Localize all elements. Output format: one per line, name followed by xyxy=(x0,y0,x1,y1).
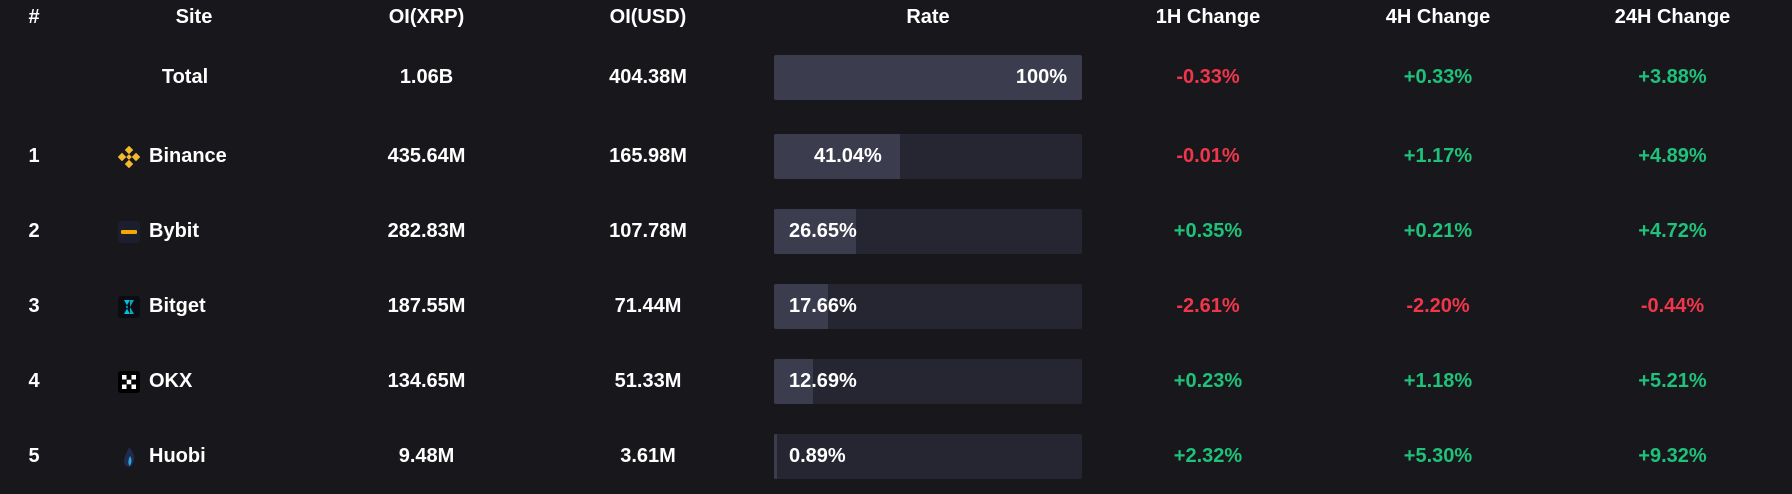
total-4h-change: +0.33% xyxy=(1403,65,1473,88)
table-header-row: # Site OI(XRP) OI(USD) Rate 1H Change 4H… xyxy=(0,0,1792,35)
table-row[interactable]: 4 xyxy=(0,344,1792,419)
rank-cell: 4 xyxy=(28,370,40,392)
rate-bar-fill xyxy=(774,359,814,404)
total-oi-usd: 404.38M xyxy=(609,65,687,88)
rank-cell: 5 xyxy=(28,445,40,467)
change-1h-cell: +2.32% xyxy=(1173,445,1243,467)
change-4h-cell: -2.20% xyxy=(1406,295,1470,317)
total-site-cell: Total xyxy=(68,35,320,119)
rate-bar-fill xyxy=(774,134,901,179)
header-oi-usd[interactable]: OI(USD) xyxy=(609,6,687,28)
change-1h-cell: -2.61% xyxy=(1176,295,1240,317)
total-oi-xrp: 1.06B xyxy=(399,65,454,88)
bybit-logo-icon xyxy=(118,220,140,243)
rate-value: 17.66% xyxy=(789,295,857,317)
table-row[interactable]: 1 Binance xyxy=(0,119,1792,194)
total-rate-cell: 100% xyxy=(763,35,1093,119)
header-24h-change[interactable]: 24H Change xyxy=(1614,6,1731,28)
change-4h-cell: +0.21% xyxy=(1403,220,1473,242)
rate-cell: 17.66% xyxy=(763,269,1093,344)
site-cell: Binance xyxy=(68,119,320,194)
site-name[interactable]: Bitget xyxy=(149,295,206,317)
site-cell: Bybit xyxy=(68,194,320,269)
site-name[interactable]: OKX xyxy=(149,370,193,392)
oi-xrp-cell: 187.55M xyxy=(387,295,466,317)
okx-logo-icon xyxy=(118,370,140,393)
rate-cell: 0.89% xyxy=(763,419,1093,494)
change-24h-cell: +4.72% xyxy=(1638,220,1707,242)
header-oi-xrp[interactable]: OI(XRP) xyxy=(388,6,465,28)
rate-value: 41.04% xyxy=(814,145,882,167)
total-1h-change: -0.33% xyxy=(1176,65,1240,88)
rate-value: 0.89% xyxy=(789,445,846,467)
rate-value: 12.69% xyxy=(789,370,857,392)
rate-cell: 41.04% xyxy=(763,119,1093,194)
header-4h-change[interactable]: 4H Change xyxy=(1385,6,1491,28)
oi-xrp-cell: 9.48M xyxy=(398,445,455,467)
table-row[interactable]: 5 Huobi 9.48M 3.61M 0.89% xyxy=(0,419,1792,494)
change-4h-cell: +1.17% xyxy=(1403,145,1473,167)
total-24h-change: +3.88% xyxy=(1638,65,1707,88)
rate-bar-fill xyxy=(774,209,857,254)
header-1h-change[interactable]: 1H Change xyxy=(1155,6,1261,28)
rate-bar: 41.04% xyxy=(774,134,1082,179)
rate-value: 26.65% xyxy=(789,220,857,242)
binance-logo-icon xyxy=(118,145,140,168)
rank-cell: 2 xyxy=(28,220,40,242)
change-1h-cell: +0.35% xyxy=(1173,220,1243,242)
table-row[interactable]: 3 Bitget 187.55M 71.44M xyxy=(0,269,1792,344)
huobi-logo-icon xyxy=(118,446,140,468)
site-name[interactable]: Huobi xyxy=(149,445,206,467)
total-rank-cell xyxy=(0,35,68,119)
header-rank[interactable]: # xyxy=(28,6,40,28)
oi-usd-cell: 3.61M xyxy=(620,445,676,467)
rate-bar-fill xyxy=(774,284,829,329)
total-label: Total xyxy=(161,65,209,88)
rate-bar: 17.66% xyxy=(774,284,1082,329)
rate-bar: 0.89% xyxy=(774,434,1082,479)
header-site[interactable]: Site xyxy=(175,6,213,28)
oi-xrp-cell: 282.83M xyxy=(387,220,466,242)
change-24h-cell: +9.32% xyxy=(1638,445,1707,467)
oi-usd-cell: 71.44M xyxy=(614,295,682,317)
rate-bar-fill xyxy=(774,54,1082,100)
change-4h-cell: +5.30% xyxy=(1403,445,1473,467)
rate-bar: 26.65% xyxy=(774,209,1082,254)
rate-bar-fill xyxy=(774,434,777,479)
site-cell: Huobi xyxy=(68,419,320,494)
change-24h-cell: +4.89% xyxy=(1638,145,1707,167)
change-24h-cell: +5.21% xyxy=(1638,370,1707,392)
change-24h-cell: -0.44% xyxy=(1640,295,1705,317)
change-4h-cell: +1.18% xyxy=(1403,370,1473,392)
rate-value: 100% xyxy=(1015,65,1067,88)
rank-cell: 1 xyxy=(28,145,40,167)
rank-cell: 3 xyxy=(28,295,40,317)
rate-cell: 12.69% xyxy=(763,344,1093,419)
bitget-logo-icon xyxy=(118,295,140,318)
site-name[interactable]: Bybit xyxy=(149,220,199,242)
oi-xrp-cell: 435.64M xyxy=(387,145,466,167)
table-row[interactable]: 2 Bybit 282.83M 107.78M 26.65% xyxy=(0,194,1792,269)
site-name[interactable]: Binance xyxy=(149,145,227,167)
site-cell: Bitget xyxy=(68,269,320,344)
oi-usd-cell: 51.33M xyxy=(614,370,682,392)
oi-usd-cell: 165.98M xyxy=(609,145,687,167)
rate-bar: 12.69% xyxy=(774,359,1082,404)
oi-usd-cell: 107.78M xyxy=(609,220,687,242)
rate-bar: 100% xyxy=(774,54,1082,100)
oi-xrp-cell: 134.65M xyxy=(387,370,466,392)
site-cell: OKX xyxy=(68,344,320,419)
total-row: Total 1.06B 404.38M 100% -0.33% +0.33% +… xyxy=(0,35,1792,119)
header-rate[interactable]: Rate xyxy=(906,6,950,28)
change-1h-cell: -0.01% xyxy=(1176,145,1240,167)
rate-cell: 26.65% xyxy=(763,194,1093,269)
change-1h-cell: +0.23% xyxy=(1173,370,1243,392)
